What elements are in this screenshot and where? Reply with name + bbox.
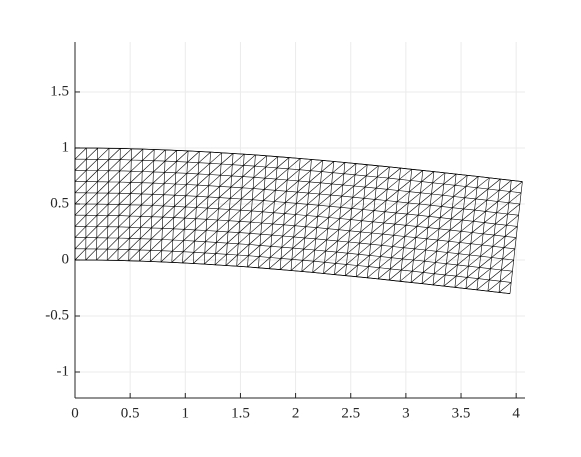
- x-tick-label: 2: [292, 405, 300, 421]
- x-tick-label: 1: [182, 405, 190, 421]
- mesh: [74, 147, 523, 294]
- x-tick-label: 0: [71, 405, 79, 421]
- x-tick-label: 0.5: [121, 405, 140, 421]
- y-tick-label: -1: [57, 363, 70, 379]
- x-tick-label: 3.5: [452, 405, 471, 421]
- mesh-edge: [74, 147, 523, 182]
- y-tick-label: 0: [62, 251, 70, 267]
- x-tick-label: 2.5: [341, 405, 360, 421]
- x-tick-label: 4: [512, 405, 520, 421]
- y-tick-label: 1: [62, 139, 70, 155]
- x-tick-label: 1.5: [231, 405, 250, 421]
- y-tick-label: 1.5: [50, 83, 69, 99]
- y-tick-label: 0.5: [50, 195, 69, 211]
- x-tick-label: 3: [402, 405, 410, 421]
- mesh-edge: [74, 259, 511, 294]
- y-tick-label: -0.5: [45, 307, 69, 323]
